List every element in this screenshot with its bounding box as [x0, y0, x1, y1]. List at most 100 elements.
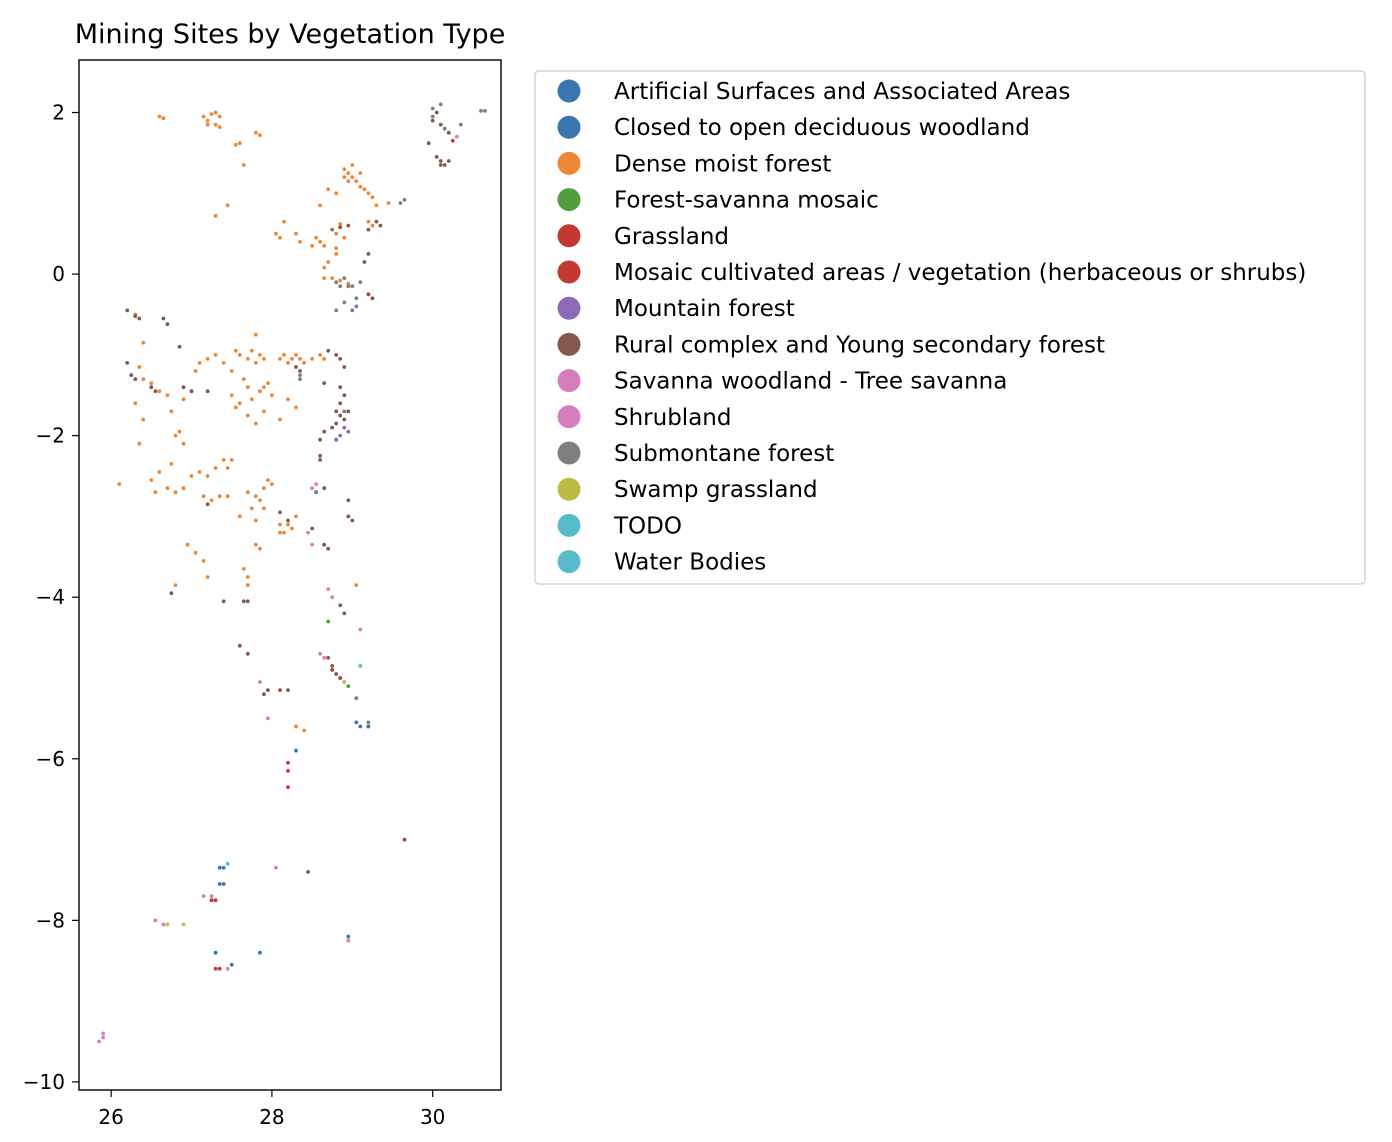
legend-label: Dense moist forest	[614, 151, 831, 177]
data-point	[358, 280, 363, 285]
data-point	[245, 599, 250, 604]
data-point	[450, 138, 455, 143]
data-point	[117, 482, 122, 486]
data-point	[213, 214, 218, 218]
data-point	[253, 332, 258, 337]
data-point	[181, 397, 186, 402]
data-point	[310, 357, 314, 361]
data-point	[346, 684, 351, 688]
data-point	[213, 898, 218, 903]
data-point	[326, 619, 331, 624]
data-point	[213, 353, 218, 357]
data-point	[326, 260, 331, 264]
data-point	[342, 175, 347, 180]
data-point	[193, 550, 198, 555]
data-point	[133, 401, 138, 406]
data-point	[217, 882, 222, 886]
data-point	[149, 385, 154, 390]
legend-label: Artificial Surfaces and Associated Areas	[614, 79, 1070, 105]
data-point	[177, 344, 182, 349]
legend-box	[534, 70, 1366, 585]
data-point	[245, 385, 250, 390]
data-point	[358, 184, 363, 189]
data-point	[185, 542, 190, 547]
legend-label: Shrubland	[614, 405, 731, 431]
data-point	[346, 934, 351, 939]
data-point	[249, 397, 254, 402]
data-point	[233, 348, 238, 353]
data-point	[177, 429, 182, 434]
data-point	[245, 583, 250, 587]
data-point	[370, 223, 375, 228]
data-point	[354, 720, 359, 725]
data-point	[282, 530, 286, 535]
data-point	[253, 361, 258, 365]
legend-label: Rural complex and Young secondary forest	[614, 332, 1105, 358]
data-point	[245, 575, 250, 579]
data-point	[209, 898, 214, 903]
data-point	[217, 114, 222, 119]
data-point	[245, 357, 250, 361]
data-point	[217, 966, 222, 971]
data-point	[173, 490, 178, 495]
y-tick-label: −8	[36, 908, 65, 932]
data-point	[438, 122, 443, 127]
data-point	[274, 231, 278, 236]
legend-marker	[557, 405, 581, 429]
data-point	[225, 861, 230, 866]
data-point	[157, 389, 162, 394]
data-point	[217, 494, 222, 499]
data-point	[233, 405, 238, 410]
data-point	[201, 894, 206, 898]
data-point	[225, 203, 230, 208]
data-point	[205, 357, 210, 361]
data-points	[97, 102, 487, 1044]
data-point	[294, 231, 298, 236]
data-point	[137, 316, 142, 321]
data-point	[330, 227, 335, 232]
data-point	[358, 724, 363, 729]
data-point	[322, 265, 327, 270]
data-point	[346, 223, 351, 228]
data-point	[225, 966, 230, 971]
data-point	[286, 785, 290, 789]
data-point	[326, 546, 331, 551]
data-point	[141, 417, 146, 422]
data-point	[258, 353, 262, 357]
legend-label: Mountain forest	[614, 296, 795, 322]
data-point	[322, 655, 327, 660]
data-point	[294, 514, 298, 519]
data-point	[322, 243, 327, 248]
data-point	[354, 296, 359, 301]
data-point	[189, 474, 194, 478]
data-point	[101, 1031, 105, 1036]
data-point	[270, 393, 274, 398]
data-point	[258, 950, 262, 955]
data-point	[278, 417, 282, 422]
data-point	[241, 599, 246, 604]
legend-label: Grassland	[614, 224, 729, 250]
data-point	[354, 179, 359, 184]
data-point	[338, 225, 343, 230]
data-point	[258, 133, 262, 138]
data-point	[133, 314, 138, 318]
legend-marker	[557, 79, 581, 103]
data-point	[334, 252, 339, 256]
data-point	[322, 276, 327, 280]
data-point	[334, 246, 339, 251]
data-point	[350, 518, 355, 523]
data-point	[282, 219, 286, 224]
data-point	[458, 122, 463, 127]
data-point	[213, 950, 218, 955]
data-point	[165, 322, 170, 327]
data-point	[197, 470, 202, 474]
data-point	[338, 222, 343, 226]
data-point	[137, 365, 142, 369]
data-point	[330, 276, 335, 280]
data-point	[322, 486, 327, 491]
data-point	[161, 116, 166, 121]
data-point	[173, 583, 178, 587]
data-point	[181, 385, 186, 390]
data-point	[266, 716, 270, 721]
data-point	[338, 676, 343, 680]
